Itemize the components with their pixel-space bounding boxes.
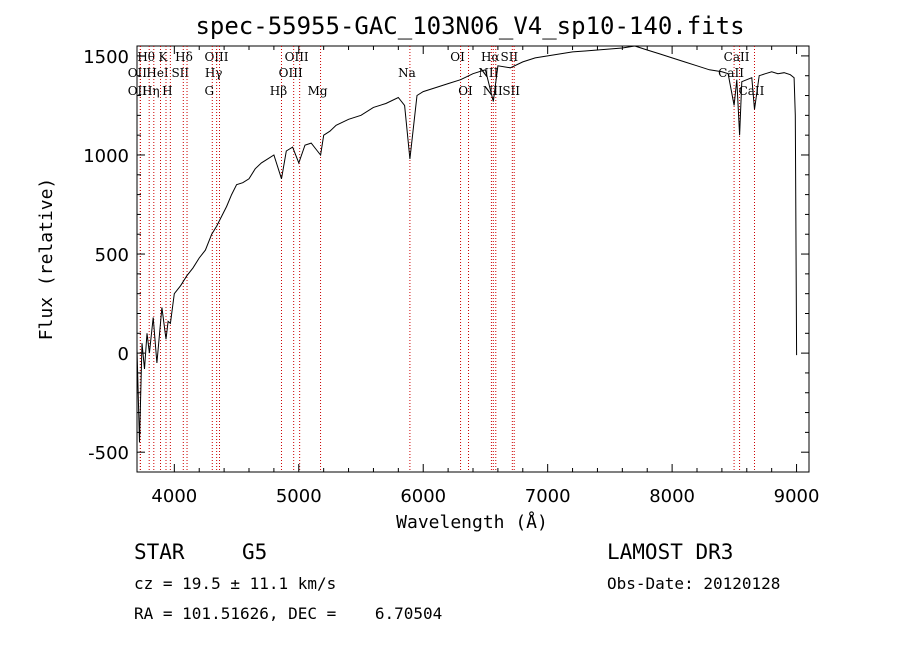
observation-date: Obs-Date: 20120128 — [607, 574, 781, 593]
line-label-13: OIII — [285, 50, 309, 64]
line-label-11: G — [204, 84, 214, 98]
chart-title: spec-55955-GAC_103N06_V4_sp10-140.fits — [195, 12, 744, 40]
x-tick-label-3: 7000 — [525, 486, 571, 507]
line-label-9: OIII — [204, 50, 228, 64]
line-label-1: OII — [128, 66, 148, 80]
axis-ticks: 4000 5000 6000 7000 8000 9000 -500 0 500 1000 1500 — [83, 46, 819, 507]
line-label-5: K — [159, 50, 169, 64]
object-class: STAR — [134, 540, 185, 564]
x-tick-label-4: 8000 — [649, 486, 695, 507]
x-tick-label-0: 4000 — [151, 486, 197, 507]
y-tick-label-2: 500 — [95, 245, 129, 266]
x-tick-label-2: 6000 — [400, 486, 446, 507]
y-tick-label-0: -500 — [88, 443, 129, 464]
line-label-24: CaII — [724, 50, 750, 64]
plot-frame — [136, 45, 810, 473]
y-tick-label-4: 1500 — [83, 47, 129, 68]
line-label-3: Hη — [142, 84, 160, 98]
line-label-8: Hδ — [175, 50, 193, 64]
line-label-10: Hγ — [205, 66, 223, 80]
line-label-23: SII — [502, 84, 520, 98]
y-tick-label-1: 0 — [118, 344, 129, 365]
y-axis-label: Flux (relative) — [36, 178, 57, 341]
line-label-12: Hβ — [270, 84, 287, 98]
y-tick-label-3: 1000 — [83, 146, 129, 167]
x-axis-label: Wavelength (Å) — [396, 511, 548, 533]
x-tick-label-5: 9000 — [774, 486, 820, 507]
line-label-7: SII — [171, 66, 189, 80]
line-label-0: Hθ — [137, 50, 155, 64]
x-tick-label-1: 5000 — [276, 486, 322, 507]
line-label-6: H — [162, 84, 172, 98]
line-label-2: OII — [128, 84, 148, 98]
line-label-22: SII — [500, 50, 518, 64]
line-label-18: OI — [458, 84, 473, 98]
survey-name: LAMOST DR3 — [607, 540, 734, 564]
spectrum-line — [136, 45, 798, 443]
line-label-26: CaII — [739, 84, 765, 98]
line-label-25: CaII — [718, 66, 744, 80]
line-label-21: NII — [483, 84, 503, 98]
line-label-4: HeI — [146, 66, 169, 80]
line-label-15: Mg — [308, 84, 328, 98]
object-subclass: G5 — [242, 540, 268, 564]
line-label-16: Na — [398, 66, 416, 80]
line-label-17: OI — [450, 50, 465, 64]
line-label-19: Hα — [481, 50, 500, 64]
coordinates: RA = 101.51626, DEC = 6.70504 — [134, 604, 443, 623]
line-label-14: OIII — [279, 66, 303, 80]
line-label-20: NII — [478, 66, 498, 80]
redshift-velocity: cz = 19.5 ± 11.1 km/s — [134, 574, 337, 593]
